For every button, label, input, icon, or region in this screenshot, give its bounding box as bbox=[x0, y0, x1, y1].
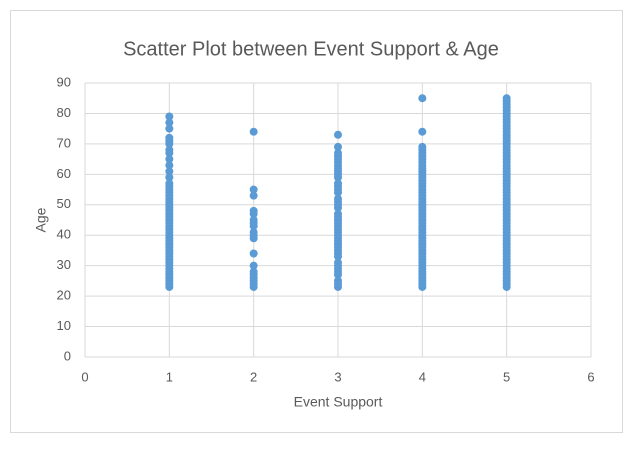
x-tick-label: 0 bbox=[81, 369, 88, 384]
point bbox=[249, 185, 258, 194]
y-tick-label: 60 bbox=[57, 166, 71, 181]
y-tick-label: 0 bbox=[64, 348, 71, 363]
y-tick-label: 80 bbox=[57, 105, 71, 120]
chart-border bbox=[10, 10, 623, 433]
point bbox=[165, 133, 174, 142]
x-tick-label: 3 bbox=[334, 369, 341, 384]
point bbox=[165, 124, 174, 133]
point bbox=[249, 228, 258, 237]
x-tick-label: 1 bbox=[166, 369, 173, 384]
point bbox=[165, 112, 174, 121]
x-tick-label: 5 bbox=[503, 369, 510, 384]
point bbox=[418, 94, 427, 103]
y-tick-label: 30 bbox=[57, 257, 71, 272]
y-tick-label: 40 bbox=[57, 227, 71, 242]
x-axis-label: Event Support bbox=[294, 394, 383, 410]
x-tick-label: 6 bbox=[587, 369, 594, 384]
chart-title: Scatter Plot between Event Support & Age bbox=[123, 38, 499, 60]
point bbox=[334, 149, 342, 158]
point bbox=[249, 249, 258, 258]
point bbox=[165, 161, 174, 170]
point bbox=[249, 127, 258, 136]
point bbox=[165, 179, 174, 188]
point bbox=[418, 142, 427, 151]
point bbox=[418, 127, 427, 136]
point bbox=[334, 194, 342, 203]
y-tick-label: 50 bbox=[57, 196, 71, 211]
point bbox=[249, 267, 258, 276]
x-tick-label: 2 bbox=[250, 369, 257, 384]
x-tick-label: 4 bbox=[419, 369, 426, 384]
point bbox=[165, 167, 174, 176]
point bbox=[165, 145, 174, 154]
point bbox=[334, 179, 342, 188]
y-tick-label: 90 bbox=[57, 74, 71, 89]
point bbox=[249, 261, 258, 270]
point bbox=[334, 276, 342, 285]
y-tick-label: 10 bbox=[57, 318, 71, 333]
point bbox=[249, 206, 258, 215]
point bbox=[249, 191, 258, 200]
y-axis-label: Age bbox=[33, 207, 49, 232]
point bbox=[334, 209, 342, 218]
point bbox=[334, 258, 342, 267]
point bbox=[165, 173, 174, 182]
y-tick-label: 20 bbox=[57, 288, 71, 303]
point bbox=[334, 142, 342, 151]
point bbox=[502, 94, 511, 103]
y-tick-label: 70 bbox=[57, 135, 71, 150]
point bbox=[165, 118, 174, 127]
point bbox=[334, 130, 342, 139]
point bbox=[249, 216, 258, 224]
point bbox=[165, 155, 174, 164]
